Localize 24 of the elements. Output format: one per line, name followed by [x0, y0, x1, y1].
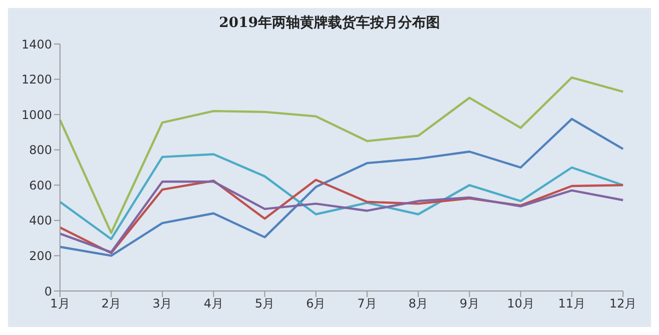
y-tick-label: 600	[29, 178, 52, 192]
x-tick-label: 8月	[408, 296, 428, 311]
x-tick-label: 11月	[558, 296, 586, 311]
y-tick-label: 1200	[21, 72, 52, 87]
y-tick-label: 0	[44, 284, 52, 298]
y-tick-label: 800	[29, 143, 52, 158]
line-series	[58, 76, 624, 234]
y-tick-label: 1400	[21, 37, 52, 52]
y-tick-label: 1000	[21, 108, 52, 122]
y-tick-label: 400	[29, 214, 52, 228]
x-tick-label: 2月	[101, 296, 121, 311]
x-tick-label: 7月	[357, 296, 377, 311]
x-tick-label: 10月	[506, 296, 534, 311]
chart-title: 2019年两轴黄牌载货车按月分布图	[218, 14, 441, 33]
x-tick-label: 3月	[152, 296, 172, 311]
line-series	[58, 118, 624, 257]
x-tick-label: 4月	[204, 296, 224, 311]
x-tick-label: 6月	[306, 296, 326, 311]
x-tick-label: 9月	[460, 296, 480, 311]
y-tick-label: 200	[29, 248, 52, 263]
x-tick-label: 12月	[609, 296, 637, 311]
x-tick-label: 1月	[50, 296, 70, 311]
x-tick-label: 5月	[254, 296, 275, 311]
line-series	[58, 153, 624, 240]
